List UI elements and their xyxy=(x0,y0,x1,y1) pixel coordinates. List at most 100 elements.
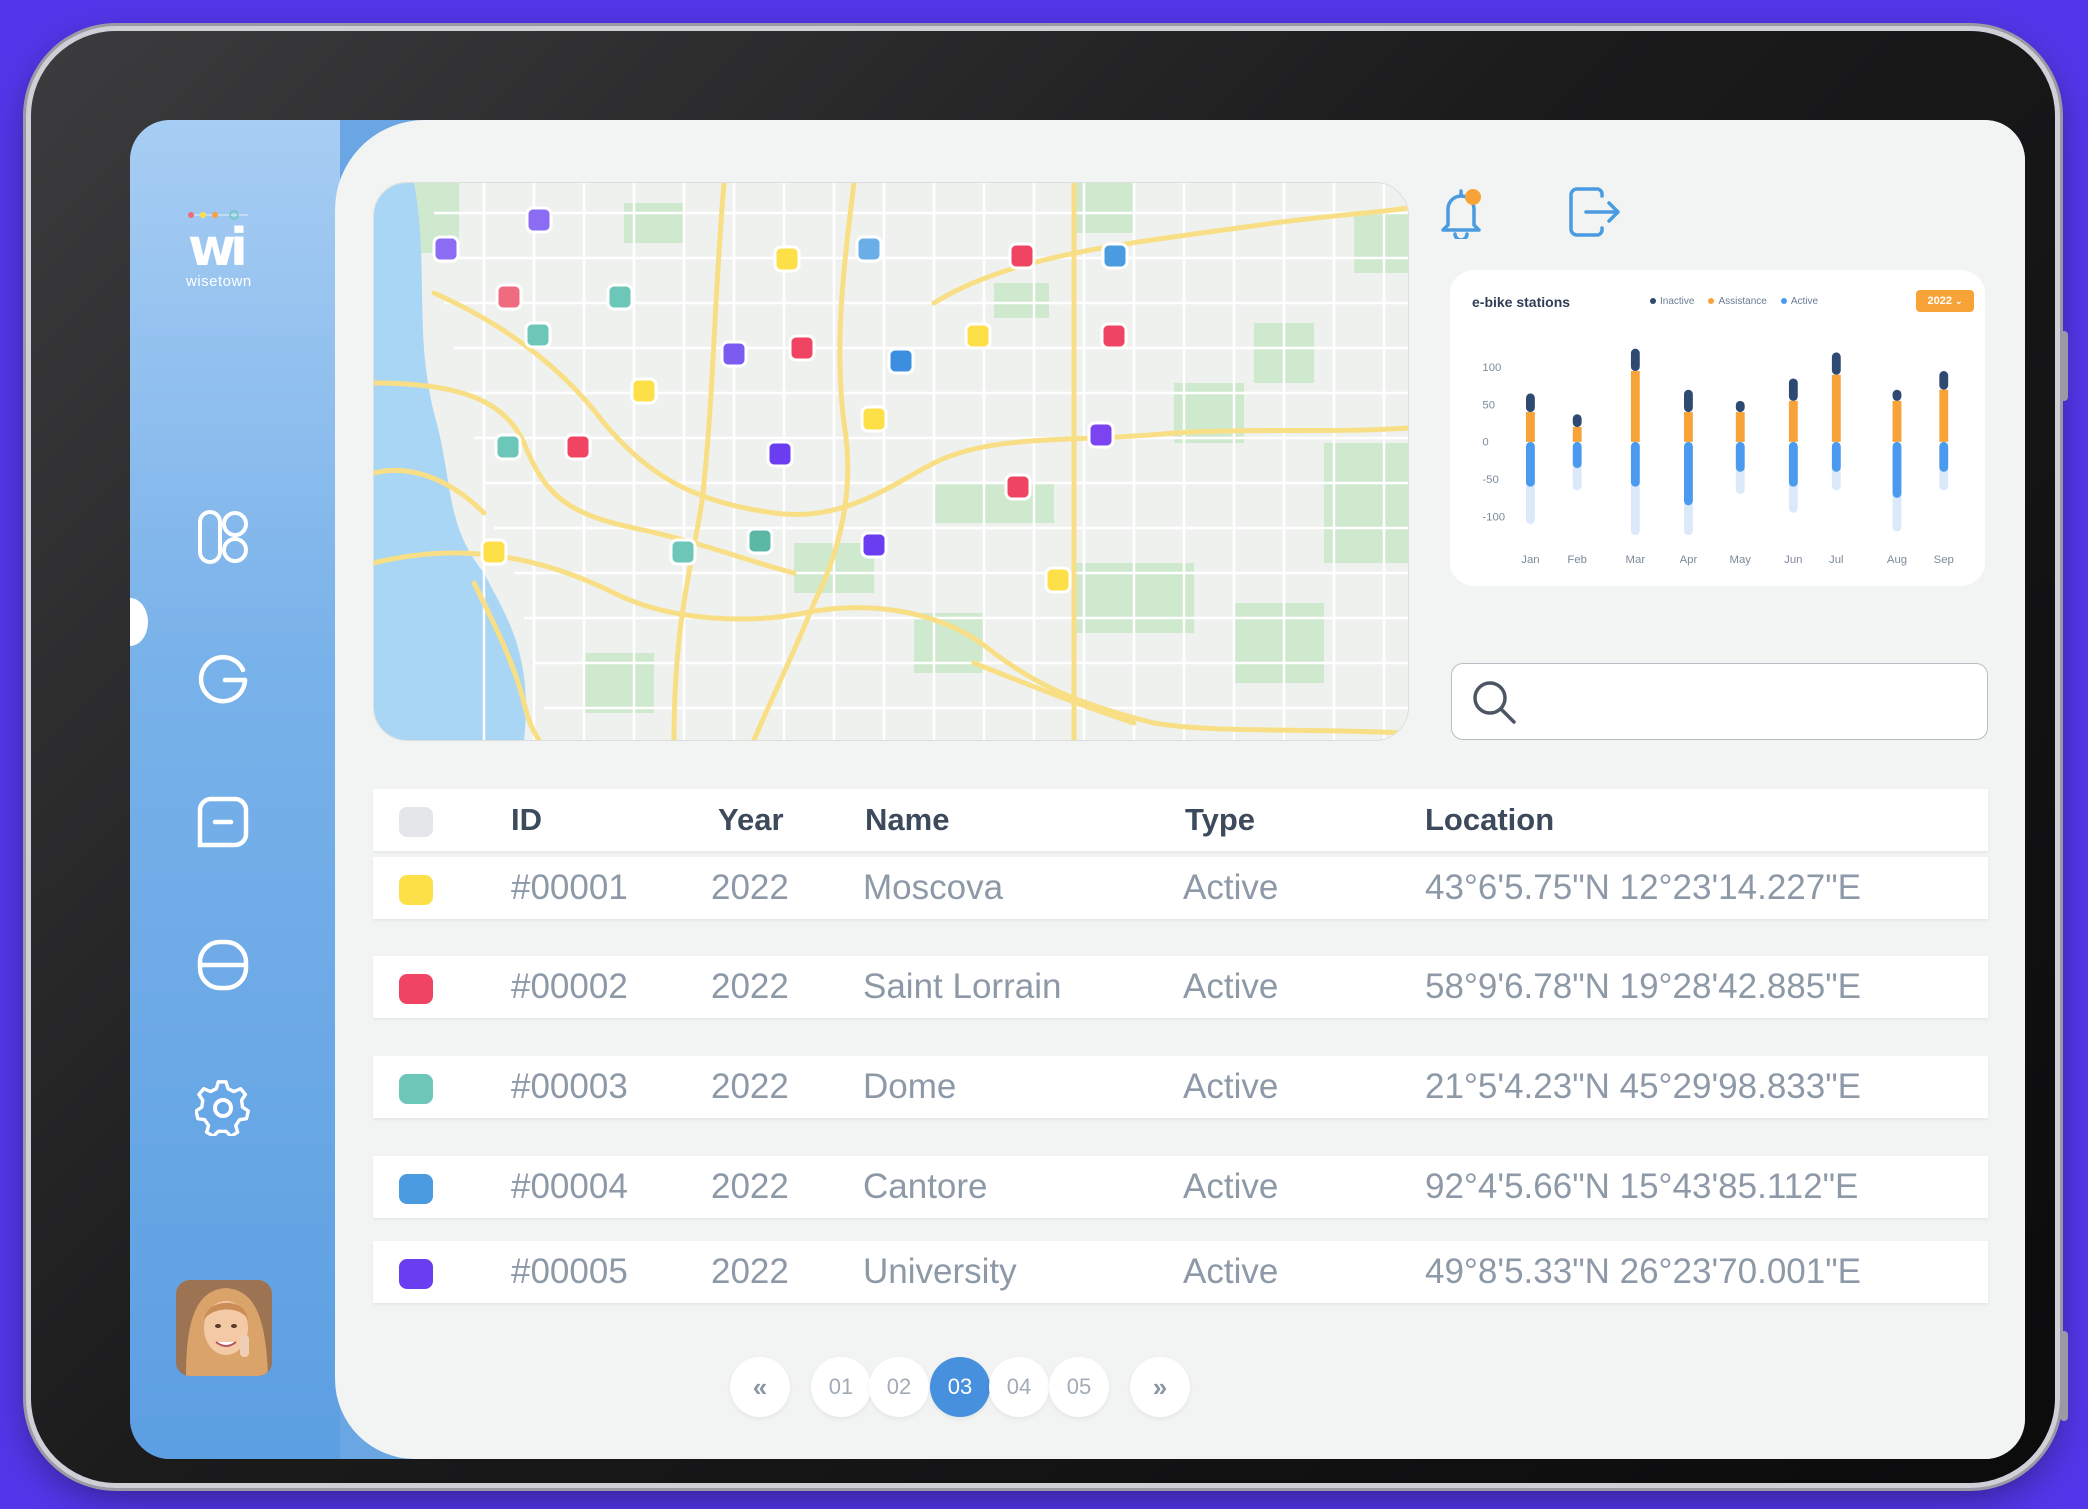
nav-dashboard[interactable] xyxy=(193,507,253,567)
row-year: 2022 xyxy=(711,1167,789,1206)
row-color-checkbox[interactable] xyxy=(399,875,433,905)
station-marker[interactable] xyxy=(606,283,634,311)
prev-page-button[interactable]: « xyxy=(730,1357,790,1417)
station-marker[interactable] xyxy=(524,321,552,349)
table-row[interactable]: #00003 2022 Dome Active 21°5'4.23"N 45°29'98… xyxy=(373,1056,1988,1118)
bar-active-segment xyxy=(1892,441,1902,498)
station-marker[interactable] xyxy=(964,322,992,350)
bar-assistance-segment xyxy=(1892,400,1902,442)
legend-item-inactive: Inactive xyxy=(1650,296,1694,307)
table-header: ID Year Name Type Location xyxy=(373,789,1988,851)
page-button-02[interactable]: 02 xyxy=(869,1357,929,1417)
station-marker[interactable] xyxy=(1101,242,1129,270)
y-tick-label: -100 xyxy=(1482,511,1505,523)
y-tick-label: 100 xyxy=(1482,362,1501,374)
nav-stations[interactable] xyxy=(193,650,253,710)
nav-database[interactable] xyxy=(193,935,253,995)
bar-assistance-segment xyxy=(1572,426,1582,442)
station-marker[interactable] xyxy=(855,235,883,263)
select-all-checkbox[interactable] xyxy=(399,807,433,837)
logo[interactable]: wi wisetown xyxy=(184,210,268,292)
row-name: Saint Lorrain xyxy=(863,967,1062,1006)
table-row[interactable]: #00004 2022 Cantore Active 92°4'5.66"N 15°43… xyxy=(373,1156,1988,1218)
row-year: 2022 xyxy=(711,967,789,1006)
x-tick-label: Aug xyxy=(1887,554,1907,566)
header-type[interactable]: Type xyxy=(1185,802,1256,837)
bar-assistance-segment xyxy=(1684,412,1693,442)
station-marker[interactable] xyxy=(494,433,522,461)
legend-item-assistance: Assistance xyxy=(1708,296,1767,307)
bar-inactive-segment xyxy=(1526,393,1535,413)
database-icon xyxy=(197,939,249,991)
bar-assistance-segment xyxy=(1831,374,1841,442)
row-name: Moscova xyxy=(863,868,1004,907)
user-avatar[interactable] xyxy=(176,1280,272,1376)
station-marker[interactable] xyxy=(1004,473,1032,501)
ebike-stations-chart: 100 50 0 -50 -100 Jan Feb Mar Apr May Jun Jul Aug Sep… xyxy=(1450,270,1985,586)
notification-button[interactable] xyxy=(1431,182,1491,242)
next-page-button[interactable]: » xyxy=(1130,1357,1190,1417)
station-marker[interactable] xyxy=(669,538,697,566)
station-marker[interactable] xyxy=(525,206,553,234)
header-year[interactable]: Year xyxy=(718,802,784,837)
logo-dots-icon xyxy=(188,210,248,220)
gear-icon xyxy=(195,1080,251,1136)
station-marker[interactable] xyxy=(564,433,592,461)
row-location: 58°9'6.78"N 19°28'42.885"E xyxy=(1425,967,1861,1006)
station-marker[interactable] xyxy=(480,538,508,566)
logout-button[interactable] xyxy=(1565,182,1625,242)
page-button-04[interactable]: 04 xyxy=(989,1357,1049,1417)
y-tick-label: 0 xyxy=(1482,437,1488,449)
nav-messages[interactable] xyxy=(193,792,253,852)
stations-map[interactable] xyxy=(373,182,1409,741)
table-row[interactable]: #00005 2022 University Active 49°8'5.33"N 26… xyxy=(373,1241,1988,1303)
row-color-checkbox[interactable] xyxy=(399,1259,433,1289)
station-marker[interactable] xyxy=(746,527,774,555)
table-row[interactable]: #00002 2022 Saint Lorrain Active 58°9'6.78"N… xyxy=(373,956,1988,1018)
page-button-03[interactable]: 03 xyxy=(930,1357,990,1417)
search-box[interactable] xyxy=(1451,663,1988,740)
station-marker[interactable] xyxy=(788,334,816,362)
header-id[interactable]: ID xyxy=(511,802,542,837)
chat-minus-icon xyxy=(197,796,249,848)
station-marker[interactable] xyxy=(1100,322,1128,350)
bar-assistance-segment xyxy=(1735,412,1745,442)
row-color-checkbox[interactable] xyxy=(399,1074,433,1104)
nav-settings[interactable] xyxy=(193,1078,253,1138)
station-marker[interactable] xyxy=(860,405,888,433)
station-marker[interactable] xyxy=(860,531,888,559)
row-color-checkbox[interactable] xyxy=(399,1174,433,1204)
chart-title: e-bike stations xyxy=(1472,294,1571,310)
year-select[interactable]: 2022 ⌄ xyxy=(1916,290,1974,312)
station-marker[interactable] xyxy=(720,340,748,368)
water-area xyxy=(374,183,526,740)
station-marker[interactable] xyxy=(630,377,658,405)
row-name: University xyxy=(863,1252,1017,1291)
bar-active-segment xyxy=(1684,441,1693,506)
station-marker[interactable] xyxy=(773,245,801,273)
page-button-05[interactable]: 05 xyxy=(1049,1357,1109,1417)
bar-assistance-segment xyxy=(1526,412,1535,442)
station-marker[interactable] xyxy=(432,235,460,263)
row-type: Active xyxy=(1183,1067,1279,1106)
x-tick-label: Feb xyxy=(1567,554,1587,566)
header-location[interactable]: Location xyxy=(1425,802,1555,837)
minor-roads xyxy=(434,183,1408,740)
station-marker[interactable] xyxy=(766,440,794,468)
search-input[interactable] xyxy=(1532,674,1966,730)
table-row[interactable]: #00001 2022 Moscova Active 43°6'5.75"N 12°23… xyxy=(373,857,1988,919)
page-button-01[interactable]: 01 xyxy=(811,1357,871,1417)
station-marker[interactable] xyxy=(1044,566,1072,594)
station-marker[interactable] xyxy=(1087,421,1115,449)
station-marker[interactable] xyxy=(495,283,523,311)
station-marker[interactable] xyxy=(887,347,915,375)
row-location: 92°4'5.66"N 15°43'85.112"E xyxy=(1425,1167,1859,1206)
station-marker[interactable] xyxy=(1008,242,1036,270)
row-location: 49°8'5.33"N 26°23'70.001"E xyxy=(1425,1252,1861,1291)
row-id: #00003 xyxy=(511,1067,628,1106)
row-location: 21°5'4.23"N 45°29'98.833"E xyxy=(1425,1067,1861,1106)
row-type: Active xyxy=(1183,868,1279,907)
row-color-checkbox[interactable] xyxy=(399,974,433,1004)
tablet-frame: wi wisetown xyxy=(31,31,2068,1483)
header-name[interactable]: Name xyxy=(865,802,950,837)
